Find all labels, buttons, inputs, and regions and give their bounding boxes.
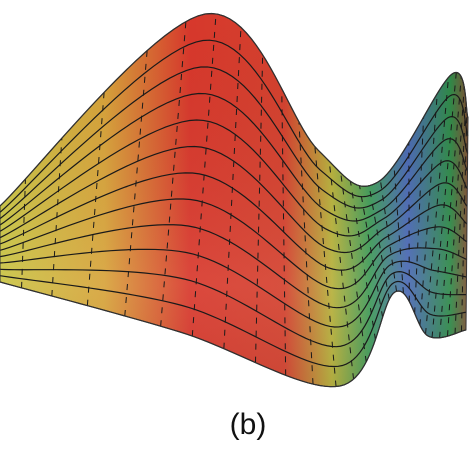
mesh-col (124, 50, 148, 317)
mesh-col (425, 77, 449, 335)
mesh-col (349, 181, 376, 340)
mesh-col (86, 92, 105, 306)
mesh-col (223, 27, 242, 349)
mesh-col (393, 165, 404, 294)
mesh-col (328, 161, 355, 380)
mesh-col (314, 146, 337, 387)
caption: (b) (230, 408, 267, 441)
mesh-col (368, 185, 390, 300)
mesh-col (298, 121, 314, 385)
mesh-col (379, 180, 398, 292)
mesh-col (454, 99, 467, 334)
mesh-col (460, 110, 468, 332)
mesh-col (431, 72, 457, 338)
surface-shade (0, 13, 468, 387)
mesh-col (340, 172, 367, 362)
mesh-col (408, 142, 410, 302)
mesh-col (281, 88, 287, 376)
mesh-col (191, 13, 217, 337)
surface-plot (0, 12, 469, 388)
mesh-col (21, 178, 26, 288)
mesh-col (439, 76, 462, 338)
surface-edge (0, 12, 469, 388)
mesh-col (51, 138, 63, 297)
mesh-col (447, 86, 465, 337)
mesh-col (359, 185, 384, 318)
